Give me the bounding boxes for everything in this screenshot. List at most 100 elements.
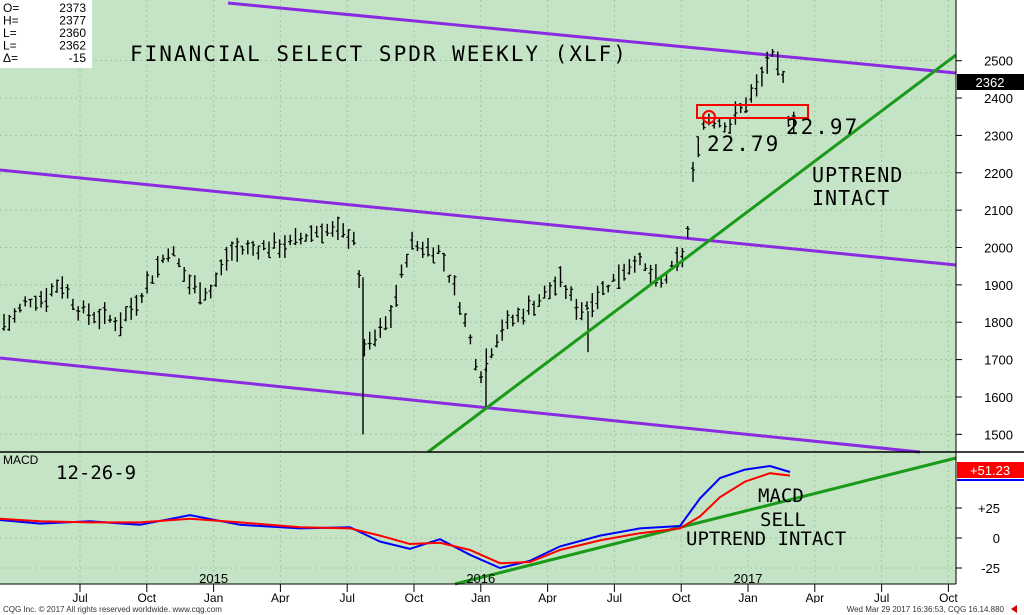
ohlc-value: 2373 — [59, 1, 86, 15]
ohlc-bar — [166, 248, 171, 262]
ohlc-bar — [102, 302, 107, 325]
x-tick-label: Jul — [607, 591, 622, 605]
ohlc-bar — [118, 312, 123, 337]
ohlc-bar — [420, 241, 425, 258]
ohlc-bar — [277, 239, 282, 258]
ohlc-bar — [208, 284, 213, 299]
x-tick-label: Jul — [340, 591, 355, 605]
ohlc-bar — [219, 259, 224, 276]
scroll-arrow-icon[interactable] — [1011, 605, 1017, 613]
ohlc-bar — [521, 308, 526, 325]
ohlc-bar — [314, 225, 319, 238]
y-tick-label: 1800 — [984, 315, 1013, 330]
ohlc-bar — [198, 282, 203, 305]
ohlc-label: O= — [3, 1, 19, 15]
ohlc-bar — [579, 302, 584, 321]
footer-bar — [0, 603, 1024, 615]
ohlc-bar — [696, 136, 701, 158]
chart-title: FINANCIAL SELECT SPDR WEEKLY (XLF) — [130, 42, 628, 66]
macd-axis-ticks: +25 0 -25 — [956, 501, 1000, 576]
ohlc-bar — [12, 308, 17, 323]
annotation-low2: 22.97 — [786, 115, 859, 139]
ohlc-bar — [108, 314, 112, 323]
x-tick-label: Oct — [405, 591, 424, 605]
ohlc-bar — [293, 228, 298, 246]
x-tick-label: Jan — [471, 591, 490, 605]
y-tick-label: 2000 — [984, 241, 1013, 256]
ohlc-bar — [680, 247, 685, 268]
ohlc-bar — [7, 314, 12, 331]
ohlc-bar — [256, 245, 261, 260]
ohlc-label: L= — [3, 39, 17, 53]
ohlc-bar — [113, 317, 118, 332]
ohlc-bar — [171, 246, 176, 257]
ohlc-bar — [39, 290, 44, 308]
ohlc-bar — [473, 358, 478, 371]
ohlc-bar — [426, 237, 430, 257]
ohlc-bar — [383, 316, 388, 331]
ohlc-bar — [2, 313, 6, 331]
x-year-label: 2015 — [199, 571, 228, 586]
ohlc-bar — [203, 287, 208, 301]
ohlc-bar — [558, 266, 563, 288]
ohlc-bar — [728, 117, 733, 135]
ohlc-bar — [139, 292, 144, 304]
ohlc-bar — [23, 296, 28, 307]
ohlc-bar — [717, 118, 722, 128]
ohlc-bar — [532, 300, 536, 316]
x-year-label: 2017 — [734, 571, 763, 586]
ohlc-bar — [388, 305, 393, 328]
ohlc-bar — [86, 303, 91, 325]
uptrend-line — [427, 53, 957, 454]
macd-subtitle: 12-26-9 — [56, 462, 136, 484]
ohlc-bar — [643, 263, 648, 272]
x-tick-label: Apr — [805, 591, 824, 605]
x-year-label: 2016 — [466, 571, 495, 586]
ohlc-bar — [309, 225, 314, 242]
ohlc-bar — [452, 275, 457, 296]
ohlc-bar — [346, 229, 351, 249]
ohlc-box — [0, 0, 92, 68]
macd-line — [0, 464, 791, 570]
ohlc-bar — [574, 298, 579, 320]
ohlc-value: -15 — [69, 51, 87, 65]
ohlc-bar — [60, 276, 65, 299]
ohlc-bar — [28, 298, 33, 308]
ohlc-bar — [187, 274, 192, 295]
ohlc-bar — [516, 307, 521, 323]
x-tick-label: Oct — [672, 591, 691, 605]
ohlc-bar — [436, 244, 441, 255]
ohlc-bar — [685, 225, 690, 239]
y-tick-label: 2400 — [984, 91, 1013, 106]
ohlc-bar — [537, 294, 542, 308]
ohlc-bar — [622, 263, 627, 281]
annotation-uptrend-2: INTACT — [812, 186, 890, 210]
axis-area — [956, 0, 1024, 584]
ohlc-bar — [245, 240, 250, 255]
ohlc-bar — [399, 264, 404, 278]
x-tick-label: Oct — [939, 591, 958, 605]
ohlc-bar — [97, 308, 102, 330]
channel-line — [0, 168, 957, 267]
signal-line — [0, 472, 791, 565]
ohlc-bar — [251, 240, 256, 256]
ohlc-bar — [542, 285, 547, 299]
ohlc-bar — [261, 240, 266, 251]
ohlc-bar — [595, 285, 600, 310]
ohlc-bar — [394, 284, 399, 307]
grid — [0, 0, 956, 584]
ohlc-bar — [500, 319, 505, 341]
ohlc-bar — [357, 270, 362, 289]
ohlc-bar — [341, 223, 346, 238]
ohlc-bar — [447, 274, 452, 283]
ohlc-bar — [224, 246, 229, 271]
ohlc-bar — [479, 371, 483, 384]
ohlc-bar — [627, 259, 632, 275]
ohlc-bar — [134, 294, 139, 316]
ohlc-bar — [17, 303, 22, 313]
ohlc-bar — [648, 264, 653, 286]
ohlc-bar — [431, 247, 436, 264]
channel-line — [227, 1, 957, 75]
y-tick-label: 2100 — [984, 203, 1013, 218]
